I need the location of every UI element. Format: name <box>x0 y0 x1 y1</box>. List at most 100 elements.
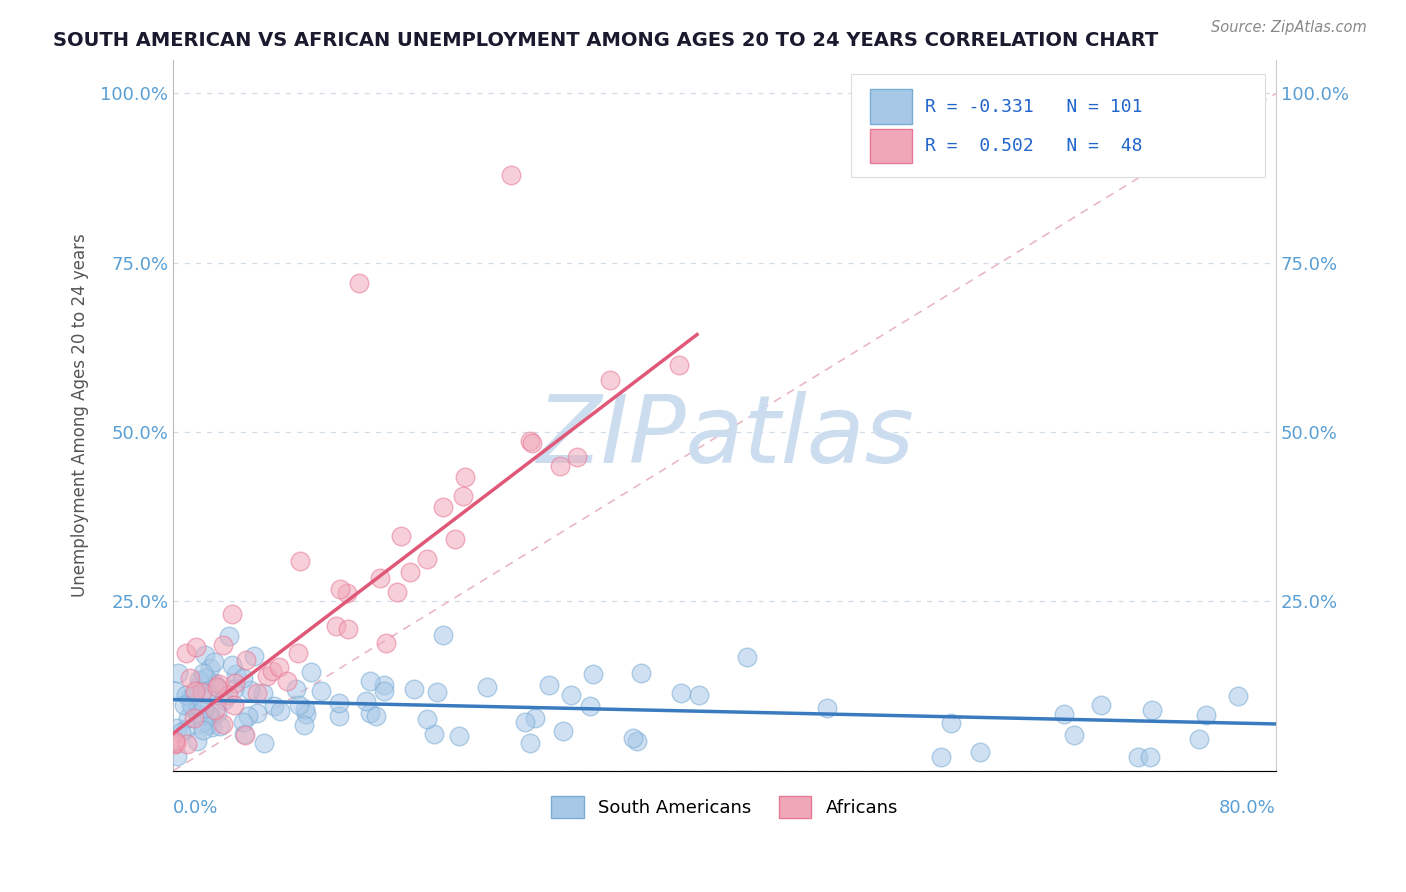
Point <box>218 630 240 644</box>
Point <box>328 696 350 710</box>
Point <box>200 720 222 734</box>
Point <box>198 707 221 722</box>
Point <box>519 434 541 448</box>
Point <box>184 640 207 655</box>
Point <box>389 529 412 543</box>
Point <box>176 711 198 725</box>
Point <box>1090 698 1112 712</box>
Point <box>187 673 209 687</box>
Point <box>205 680 228 694</box>
Text: SOUTH AMERICAN VS AFRICAN UNEMPLOYMENT AMONG AGES 20 TO 24 YEARS CORRELATION CHA: SOUTH AMERICAN VS AFRICAN UNEMPLOYMENT A… <box>53 31 1159 50</box>
Point <box>276 674 298 689</box>
Point <box>163 734 186 748</box>
Point <box>477 680 499 694</box>
Point <box>359 673 381 688</box>
Point <box>252 685 274 699</box>
Point <box>187 698 209 713</box>
Point <box>166 749 188 764</box>
Point <box>524 711 547 725</box>
Point <box>399 565 422 579</box>
FancyBboxPatch shape <box>852 74 1265 177</box>
Point <box>191 715 214 730</box>
Point <box>432 628 454 642</box>
Point <box>163 737 186 751</box>
Point <box>454 470 477 484</box>
Point <box>432 500 454 514</box>
Point <box>239 682 262 697</box>
Point <box>309 684 332 698</box>
Point <box>328 708 350 723</box>
Point <box>1188 731 1211 746</box>
Point <box>233 728 256 742</box>
FancyBboxPatch shape <box>870 128 912 162</box>
Point <box>373 678 395 692</box>
Point <box>1053 706 1076 721</box>
Point <box>269 659 291 673</box>
Point <box>224 682 246 697</box>
Point <box>197 716 219 731</box>
Point <box>288 554 311 568</box>
Point <box>260 664 283 678</box>
Point <box>232 714 254 729</box>
Point <box>519 736 541 750</box>
Point <box>174 688 197 702</box>
Point <box>1128 750 1150 764</box>
Point <box>183 687 205 701</box>
Point <box>385 585 408 599</box>
Point <box>373 684 395 698</box>
Point <box>246 686 269 700</box>
Point <box>422 727 444 741</box>
Point <box>233 727 256 741</box>
Point <box>579 698 602 713</box>
Point <box>166 666 188 681</box>
Point <box>263 699 285 714</box>
Point <box>931 750 953 764</box>
Point <box>560 688 582 702</box>
Point <box>582 667 605 681</box>
Point <box>212 693 235 707</box>
Point <box>202 675 225 690</box>
Point <box>246 706 269 721</box>
Point <box>209 719 232 733</box>
Point <box>176 722 198 736</box>
Point <box>205 706 228 720</box>
Point <box>368 572 391 586</box>
Point <box>416 552 439 566</box>
Point <box>232 671 254 685</box>
Point <box>183 711 205 725</box>
Point <box>336 586 359 600</box>
Point <box>325 619 347 633</box>
Point <box>426 685 449 699</box>
Point <box>939 716 962 731</box>
Point <box>292 718 315 732</box>
Point <box>200 661 222 675</box>
Point <box>188 676 211 690</box>
Point <box>195 687 218 701</box>
Point <box>221 657 243 672</box>
Point <box>1063 728 1085 742</box>
Point <box>193 723 215 737</box>
Text: R = -0.331   N = 101: R = -0.331 N = 101 <box>925 98 1143 116</box>
Text: 0.0%: 0.0% <box>173 799 218 817</box>
Point <box>181 701 204 715</box>
Point <box>969 745 991 759</box>
Point <box>513 715 536 730</box>
Point <box>1139 750 1161 764</box>
Point <box>522 435 544 450</box>
Point <box>221 607 243 621</box>
Point <box>375 636 398 650</box>
Point <box>217 688 239 702</box>
Point <box>170 725 193 739</box>
Point <box>224 675 246 690</box>
Point <box>166 721 188 735</box>
Point <box>191 666 214 681</box>
Point <box>1140 703 1163 717</box>
Point <box>225 666 247 681</box>
Point <box>621 731 644 746</box>
Point <box>599 373 621 387</box>
Point <box>287 646 309 660</box>
Point <box>224 698 246 712</box>
Point <box>193 701 215 715</box>
Point <box>287 698 309 712</box>
Text: Source: ZipAtlas.com: Source: ZipAtlas.com <box>1211 20 1367 35</box>
